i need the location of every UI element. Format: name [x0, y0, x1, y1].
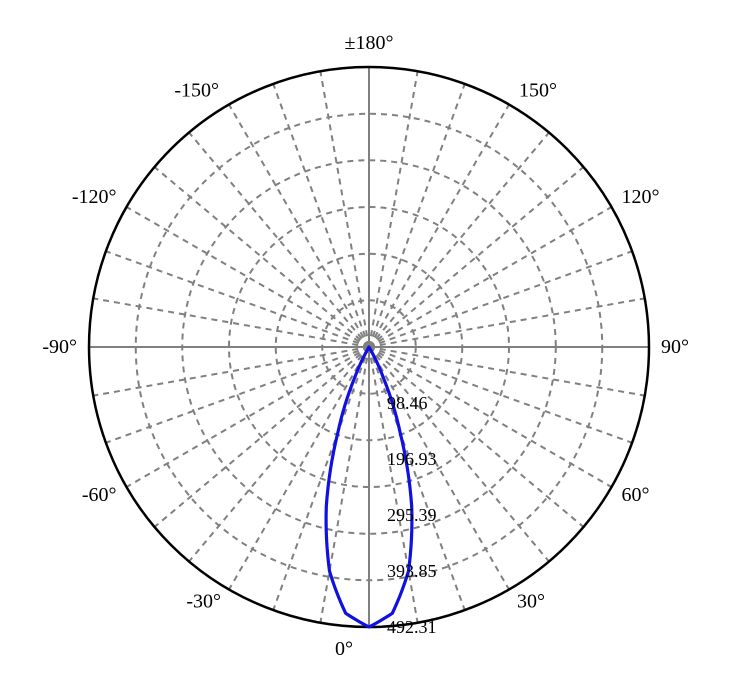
- grid-spoke: [273, 84, 369, 347]
- angle-tick-label: 90°: [661, 336, 689, 358]
- angle-tick-label: -60°: [82, 484, 117, 506]
- grid-spoke: [369, 84, 465, 347]
- angle-tick-label: -120°: [72, 186, 117, 208]
- radial-tick-label: 492.31: [387, 617, 437, 637]
- grid-spoke: [106, 347, 369, 443]
- polar-chart: 98.46 196.93 295.39 393.85 492.31 ±180° 150° 12…: [0, 0, 738, 695]
- angle-tick-label: 0°: [335, 638, 353, 660]
- angle-tick-label: 30°: [517, 590, 545, 612]
- grid-spoke: [189, 347, 369, 561]
- angle-tick-label: -150°: [174, 80, 219, 102]
- angle-tick-label: 120°: [621, 186, 659, 208]
- angle-tick-label: 60°: [621, 484, 649, 506]
- radial-tick-label: 393.85: [387, 561, 437, 581]
- angle-tick-label: ±180°: [345, 32, 394, 54]
- radial-tick-label: 196.93: [387, 449, 437, 469]
- radial-tick-label: 295.39: [387, 505, 437, 525]
- grid-spoke: [155, 167, 369, 347]
- angle-tick-label: 150°: [519, 80, 557, 102]
- angle-tick-label: -30°: [186, 590, 221, 612]
- angle-tick-label: -90°: [42, 336, 77, 358]
- radial-tick-label: 98.46: [387, 393, 428, 413]
